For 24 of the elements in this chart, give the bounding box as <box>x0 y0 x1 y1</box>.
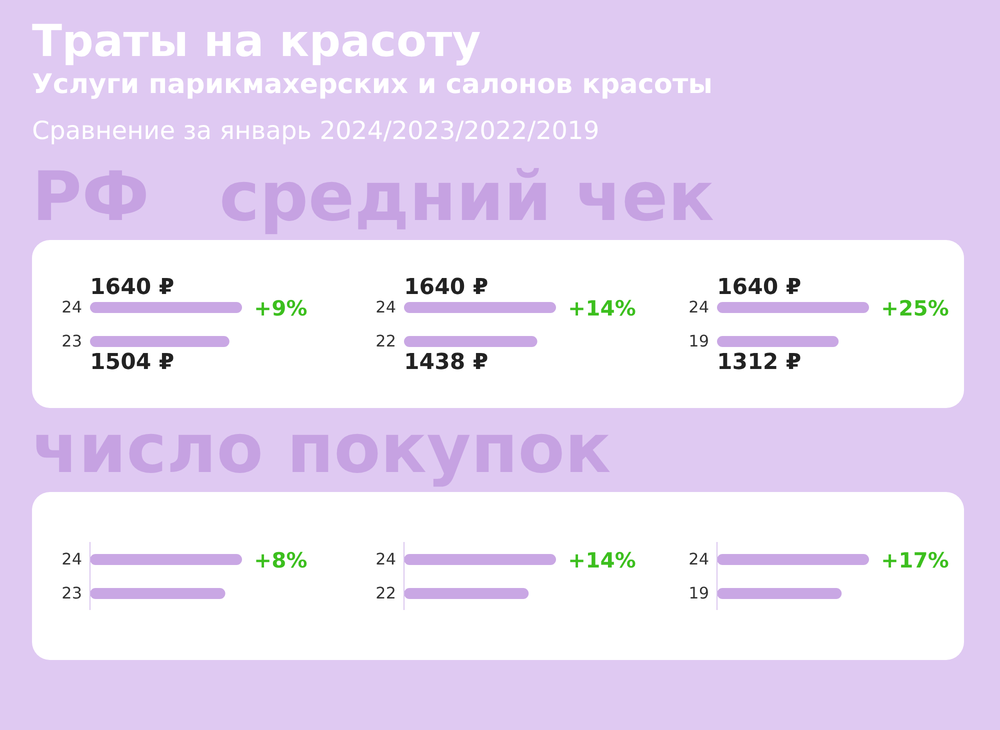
y-tick-label: 19 <box>688 584 709 603</box>
y-tick-label: 24 <box>375 550 396 569</box>
text: +14% <box>568 296 636 320</box>
y-tick-label: 24 <box>375 298 396 317</box>
y-tick-label: 24 <box>688 298 709 317</box>
data-label: 1640 ₽ <box>717 275 802 300</box>
y-tick-label: 23 <box>62 332 82 351</box>
y-tick-label: 24 <box>62 550 82 569</box>
text: +8% <box>254 548 308 572</box>
y-tick-label: 22 <box>375 332 396 351</box>
y-tick-label: 19 <box>688 332 709 351</box>
data-label: 1312 ₽ <box>717 350 802 375</box>
text: +9% <box>254 296 308 320</box>
data-label: 1438 ₽ <box>404 350 488 375</box>
data-label: 1640 ₽ <box>404 275 488 300</box>
text: +25% <box>881 296 949 320</box>
data-label: 1504 ₽ <box>90 350 174 375</box>
text: +17% <box>881 548 949 572</box>
y-tick-label: 24 <box>688 550 709 569</box>
y-tick-label: 22 <box>375 584 396 603</box>
y-tick-label: 24 <box>62 298 82 317</box>
data-label: 1640 ₽ <box>90 275 174 300</box>
text: +14% <box>568 548 636 572</box>
y-tick-label: 23 <box>62 584 82 603</box>
